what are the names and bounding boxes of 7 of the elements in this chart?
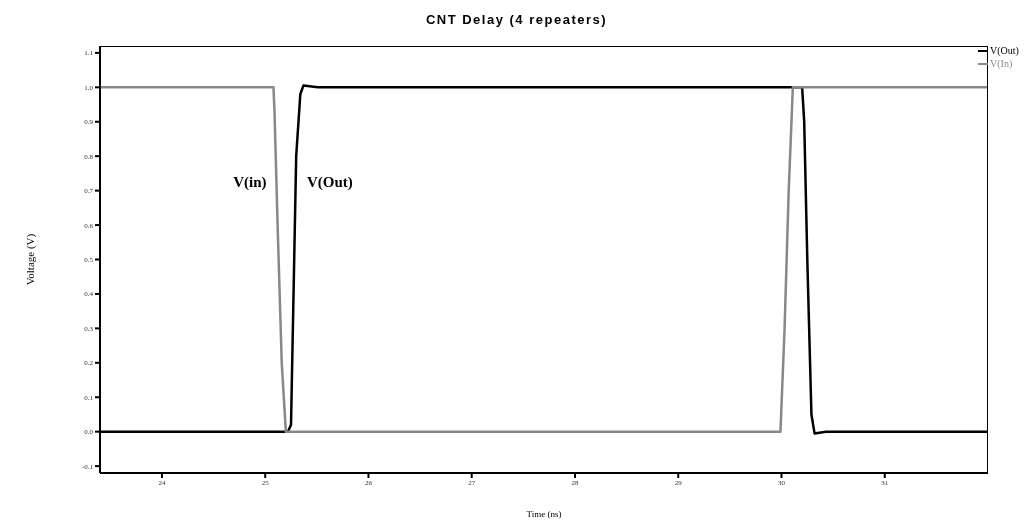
- y-axis-title: Voltage (V): [23, 233, 37, 286]
- annotation: V(in): [233, 173, 267, 191]
- legend-label: V(Out): [990, 44, 1019, 57]
- legend-label: V(In): [990, 57, 1013, 70]
- chart-title: CNT Delay (4 repeaters): [424, 12, 609, 27]
- annotation: V(Out): [306, 173, 353, 191]
- x-axis-title: Time (ns): [526, 509, 562, 519]
